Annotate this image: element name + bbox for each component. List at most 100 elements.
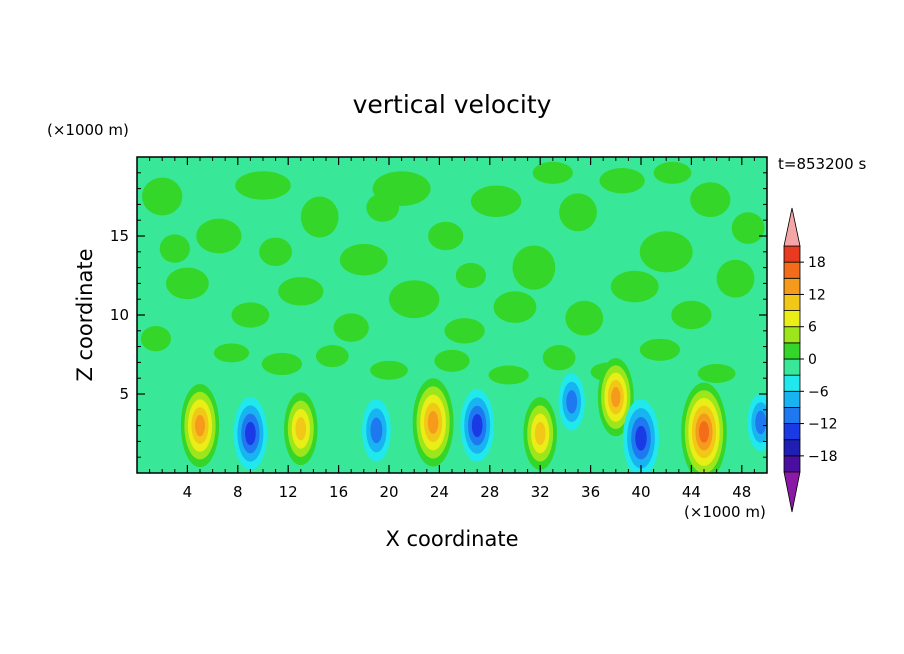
colorbar-under-arrow	[783, 471, 801, 513]
colorbar-segment	[783, 407, 801, 424]
contour-band	[427, 410, 439, 434]
positive-patch	[559, 193, 597, 232]
x-axis-label: X coordinate	[385, 527, 518, 551]
x-tick-label: 16	[329, 483, 348, 501]
positive-patch	[690, 182, 731, 218]
positive-patch	[213, 343, 250, 363]
contour-band	[370, 417, 383, 444]
positive-patch	[610, 270, 659, 303]
colorbar-segment	[783, 245, 801, 263]
positive-patch	[165, 267, 209, 300]
positive-patch	[315, 345, 349, 368]
updraft-cell	[523, 397, 557, 470]
downdraft-cell	[558, 373, 585, 431]
y-axis-label: Z coordinate	[73, 248, 97, 381]
positive-patch	[231, 302, 270, 328]
colorbar-tick-label: 18	[808, 255, 826, 271]
x-tick-label: 20	[379, 483, 398, 501]
updraft-cell	[681, 382, 727, 473]
y-unit-label: (×1000 m)	[47, 121, 129, 139]
contour-band	[635, 425, 647, 451]
contour-band	[699, 421, 709, 443]
x-tick-label: 8	[233, 483, 243, 501]
x-axis-ticks: 4 8 12 16 20 24 28 32 36 40 44 48	[149, 157, 755, 501]
positive-patch	[444, 318, 485, 344]
positive-patch	[697, 363, 736, 383]
positive-patch	[542, 345, 576, 371]
downdraft-cell	[233, 397, 268, 470]
colorbar-segment	[783, 342, 801, 360]
positive-patch	[731, 212, 765, 244]
colorbar: 18 12 6 0 −6 −12 −18	[783, 207, 838, 513]
chart-title: vertical velocity	[353, 90, 552, 119]
positive-patch	[455, 262, 487, 289]
positive-patch	[493, 291, 537, 323]
contour-band	[471, 414, 483, 438]
colorbar-tick-label: −12	[808, 417, 838, 433]
colorbar-over-arrow	[783, 207, 801, 247]
y-tick-label: 10	[110, 306, 129, 324]
positive-patch	[428, 221, 464, 251]
positive-patch	[259, 237, 292, 267]
positive-patch	[565, 300, 604, 336]
downdraft-cell	[460, 389, 495, 462]
colorbar-segment	[783, 310, 801, 328]
x-tick-label: 40	[631, 483, 650, 501]
colorbar-segment	[783, 261, 801, 279]
colorbar-segment	[783, 358, 801, 376]
x-tick-label: 28	[480, 483, 499, 501]
x-tick-label: 36	[581, 483, 600, 501]
contour-band	[195, 414, 205, 437]
positive-patch	[716, 259, 755, 298]
colorbar-tick-label: 12	[808, 287, 826, 303]
y-axis-ticks: 5 10 15	[110, 172, 767, 458]
colorbar-tick-label: 0	[808, 352, 817, 368]
downdraft-cell	[362, 399, 391, 462]
positive-patch	[488, 365, 529, 385]
positive-patch	[300, 196, 339, 238]
time-label: t=853200 s	[778, 155, 866, 173]
colorbar-tick-label: 6	[808, 320, 817, 336]
positive-patch	[235, 171, 291, 200]
positive-patch	[599, 168, 645, 194]
positive-patch	[159, 234, 190, 263]
colorbar-segment	[783, 277, 801, 295]
positive-patch	[389, 280, 440, 319]
downdraft-cell	[623, 399, 659, 473]
y-tick-label: 5	[119, 385, 129, 403]
contour-band	[611, 387, 621, 408]
x-tick-label: 12	[279, 483, 298, 501]
positive-patch	[261, 352, 303, 376]
updraft-cell	[412, 378, 454, 467]
contour-field	[137, 157, 767, 473]
colorbar-tick-label: −6	[808, 384, 829, 400]
positive-patch	[333, 313, 369, 342]
contour-band	[755, 410, 767, 435]
colorbar-segment	[783, 374, 801, 392]
downdraft-cell	[747, 393, 767, 452]
positive-patch	[653, 161, 692, 184]
colorbar-segment	[783, 423, 801, 441]
x-tick-label: 48	[732, 483, 751, 501]
x-tick-label: 24	[430, 483, 449, 501]
updraft-cell	[597, 358, 634, 437]
positive-patch	[196, 218, 242, 254]
colorbar-segment	[783, 390, 801, 408]
x-tick-label: 32	[531, 483, 550, 501]
positive-patch	[370, 360, 408, 380]
updraft-cell	[284, 392, 318, 466]
colorbar-segment	[783, 294, 801, 311]
positive-patch	[140, 326, 172, 352]
positive-patch	[470, 185, 522, 218]
positive-patch	[434, 349, 470, 372]
positive-patch	[671, 300, 712, 330]
positive-patch	[532, 161, 573, 184]
colorbar-segment	[783, 439, 801, 457]
x-unit-label: (×1000 m)	[684, 503, 766, 521]
x-tick-label: 44	[682, 483, 701, 501]
contour-band	[566, 390, 578, 414]
positive-patch	[639, 231, 693, 273]
positive-patch	[142, 177, 183, 216]
positive-patch	[339, 243, 388, 276]
